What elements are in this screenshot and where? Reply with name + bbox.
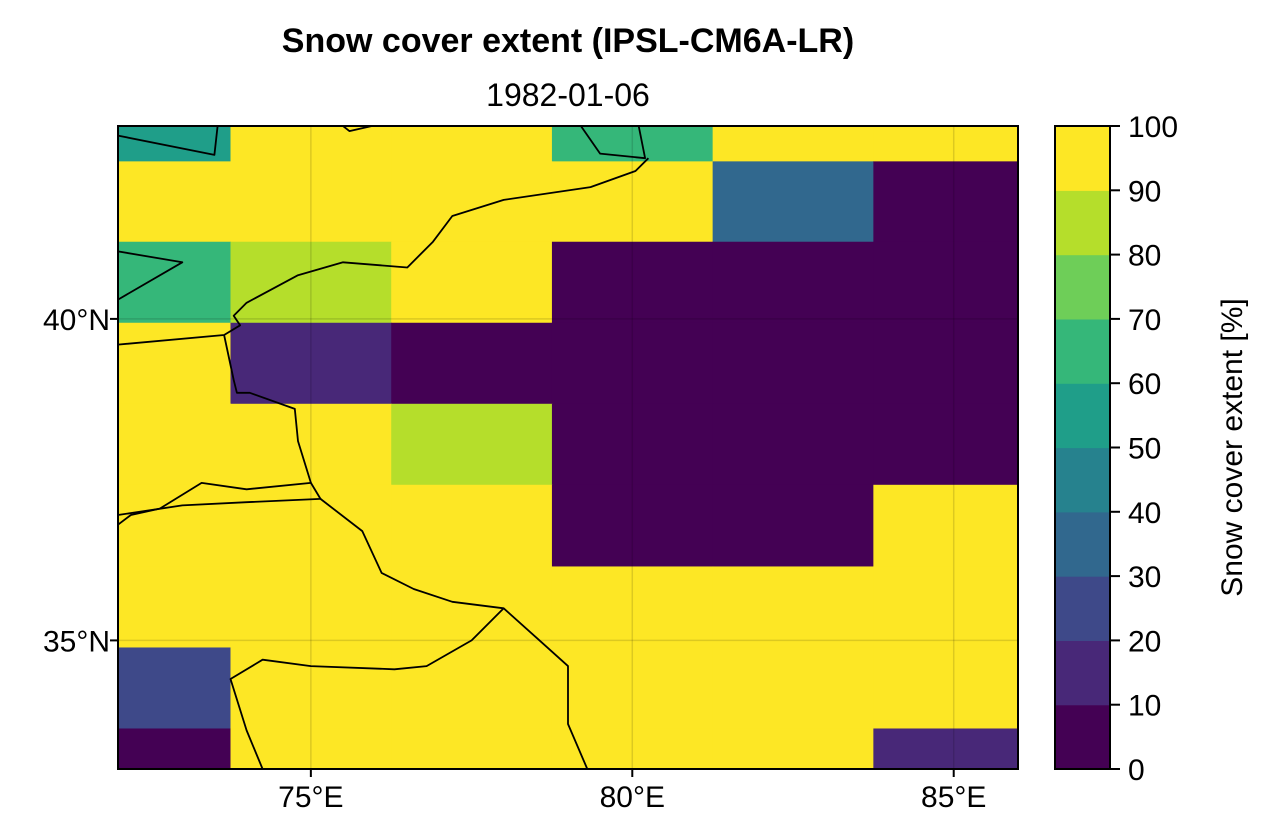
colorbar-tick-label: 40	[1128, 497, 1161, 530]
heatmap-cell	[391, 241, 553, 324]
heatmap-cell	[873, 322, 1019, 405]
colorbar-segment	[1055, 126, 1110, 191]
heatmap-cell	[712, 484, 874, 568]
heatmap-cell	[230, 161, 392, 243]
colorbar-tick-label: 50	[1128, 433, 1161, 466]
heatmap-cell	[551, 126, 714, 162]
heatmap-cell	[551, 322, 714, 405]
colorbar-segment	[1055, 190, 1110, 256]
heatmap-cell	[712, 566, 874, 649]
plot-frame	[117, 125, 1019, 770]
colorbar-ticks: 0 10 20 30 40 50 60 70 80 90 100	[1110, 111, 1178, 787]
heatmap-cell	[873, 161, 1019, 243]
coastline	[319, 498, 589, 770]
coastline	[342, 125, 373, 132]
x-tick-label: 75°E	[278, 781, 343, 814]
coastline	[580, 125, 646, 160]
chart-title: Snow cover extent (IPSL-CM6A-LR)	[282, 22, 854, 60]
heatmap-cell	[391, 728, 553, 770]
gridlines	[118, 126, 1018, 769]
heatmap-cell	[230, 126, 392, 162]
heatmap-cell	[230, 566, 392, 649]
colorbar-label: Snow cover extent [%]	[1216, 298, 1249, 596]
heatmap-cell	[230, 728, 392, 770]
y-tick-label: 40°N	[43, 304, 110, 337]
heatmap-cell	[873, 403, 1019, 486]
heatmap-cell	[118, 647, 232, 730]
heatmap-cell	[712, 403, 874, 486]
colorbar-segments	[1055, 126, 1110, 770]
heatmap-cell	[551, 484, 714, 568]
heatmap-cell	[230, 647, 392, 730]
heatmap-cell	[873, 126, 1019, 162]
heatmap-cell	[391, 322, 553, 405]
heatmap-cell	[391, 647, 553, 730]
colorbar-tick-label: 100	[1128, 111, 1178, 144]
heatmap-cell	[118, 566, 232, 649]
colorbar-segment	[1055, 511, 1110, 577]
coastline	[229, 607, 505, 770]
heatmap-cell	[712, 241, 874, 324]
colorbar-tick-label: 20	[1128, 625, 1161, 658]
heatmap-cell	[551, 161, 714, 243]
heatmap-cell	[551, 403, 714, 486]
coastlines	[117, 125, 650, 770]
colorbar-segment	[1055, 640, 1110, 706]
colorbar-tick-label: 10	[1128, 690, 1161, 723]
heatmap-cell	[118, 484, 232, 568]
colorbar-tick-label: 30	[1128, 561, 1161, 594]
heatmap-cell	[230, 322, 392, 405]
colorbar-tick-label: 80	[1128, 240, 1161, 273]
heatmap-cell	[873, 566, 1019, 649]
colorbar-segment	[1055, 576, 1110, 641]
heatmap-cell	[712, 126, 874, 162]
heatmap-cell	[391, 161, 553, 243]
colorbar-segment	[1055, 704, 1110, 770]
colorbar-segment	[1055, 383, 1110, 449]
heatmap-cell	[230, 403, 392, 486]
heatmap-cell	[118, 728, 232, 770]
colorbar-tick-label: 90	[1128, 175, 1161, 208]
coastline	[117, 157, 650, 346]
heatmap-cell	[551, 566, 714, 649]
coastline	[117, 125, 219, 156]
map-plot: 75°E 80°E 85°E 40°N 35°N	[43, 125, 1019, 814]
heatmap-cell	[873, 484, 1019, 568]
heatmap-cell	[712, 161, 874, 243]
coastline	[117, 250, 184, 301]
heatmap-cell	[118, 161, 232, 243]
heatmap-cells	[118, 126, 1019, 770]
heatmap-cell	[230, 241, 392, 324]
colorbar-tick-label: 60	[1128, 368, 1161, 401]
heatmap-cell	[873, 241, 1019, 324]
x-axis-ticks: 75°E 80°E 85°E	[278, 769, 986, 814]
x-tick-label: 80°E	[600, 781, 665, 814]
colorbar-segment	[1055, 447, 1110, 513]
heatmap-cell	[712, 647, 874, 730]
coastline	[117, 482, 322, 516]
colorbar-segment	[1055, 318, 1110, 384]
heatmap-cell	[712, 322, 874, 405]
heatmap-cell	[391, 484, 553, 568]
colorbar: 0 10 20 30 40 50 60 70 80 90 100 Snow cover extent…	[1054, 111, 1249, 787]
heatmap-cell	[391, 403, 553, 486]
x-tick-label: 85°E	[921, 781, 986, 814]
heatmap-cell	[551, 241, 714, 324]
colorbar-tick-label: 0	[1128, 754, 1145, 787]
heatmap-cell	[873, 728, 1019, 770]
heatmap-cell	[118, 403, 232, 486]
y-axis-ticks: 40°N 35°N	[43, 304, 118, 658]
heatmap-cell	[391, 126, 553, 162]
chart-subtitle: 1982-01-06	[486, 77, 650, 113]
colorbar-tick-label: 70	[1128, 304, 1161, 337]
heatmap-cell	[551, 647, 714, 730]
y-tick-label: 35°N	[43, 625, 110, 658]
heatmap-cell	[873, 647, 1019, 730]
colorbar-segment	[1055, 254, 1110, 320]
heatmap-cell	[712, 728, 874, 770]
heatmap-cell	[391, 566, 553, 649]
heatmap-cell	[118, 126, 232, 162]
